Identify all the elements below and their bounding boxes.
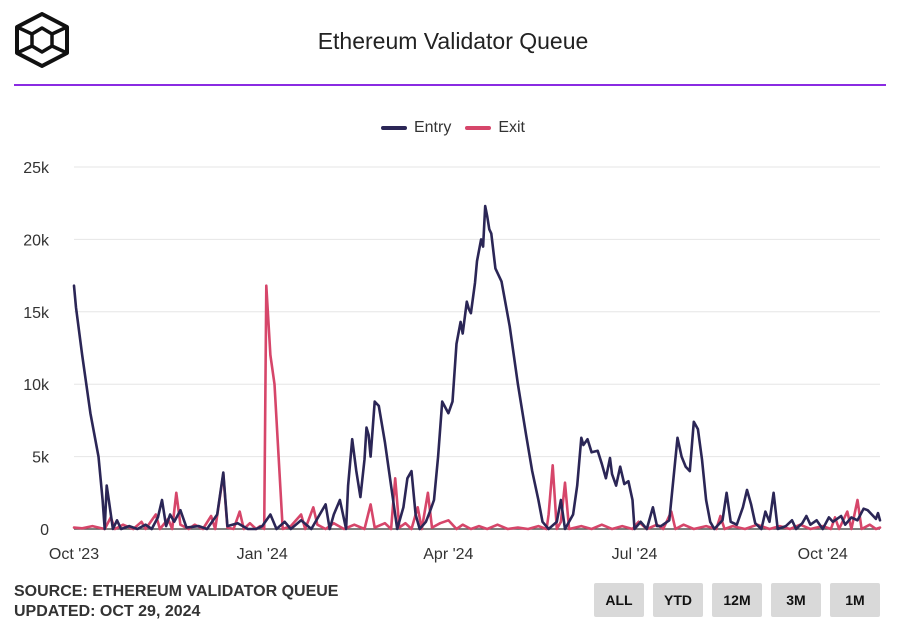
- y-tick-label: 10k: [23, 377, 50, 394]
- x-tick-label: Jul '24: [612, 546, 658, 563]
- chart-legend: Entry Exit: [0, 119, 906, 137]
- range-button-3m[interactable]: 3M: [771, 583, 821, 617]
- x-tick-label: Jan '24: [237, 546, 288, 563]
- range-buttons: ALL YTD 12M 3M 1M: [594, 583, 880, 617]
- footer: SOURCE: ETHEREUM VALIDATOR QUEUE UPDATED…: [14, 582, 338, 622]
- source-text: SOURCE: ETHEREUM VALIDATOR QUEUE: [14, 583, 339, 600]
- header: Ethereum Validator Queue: [0, 0, 906, 86]
- y-tick-label: 20k: [23, 232, 50, 249]
- the-block-logo-icon: [15, 12, 69, 68]
- legend-swatch-exit: [465, 126, 492, 130]
- range-button-all[interactable]: ALL: [594, 583, 644, 617]
- legend-item-entry[interactable]: Entry: [380, 119, 452, 137]
- legend-item-exit[interactable]: Exit: [465, 119, 525, 137]
- chart-title: Ethereum Validator Queue: [317, 28, 589, 54]
- title-divider: [14, 84, 886, 86]
- legend-swatch-entry: [380, 126, 407, 130]
- legend-label-entry: Entry: [413, 119, 452, 136]
- updated-text: UPDATED: OCT 29, 2024: [14, 603, 201, 620]
- range-button-1m[interactable]: 1M: [830, 583, 880, 617]
- series-line-exit: [72, 284, 882, 531]
- y-tick-label: 15k: [23, 305, 50, 322]
- legend-label-exit: Exit: [498, 119, 525, 136]
- range-button-12m[interactable]: 12M: [712, 583, 762, 617]
- series-line-entry: [72, 204, 882, 531]
- x-tick-label: Oct '24: [798, 546, 848, 563]
- y-tick-label: 5k: [32, 450, 50, 467]
- y-tick-label: 25k: [23, 160, 50, 177]
- range-button-ytd[interactable]: YTD: [653, 583, 703, 617]
- x-tick-label: Apr '24: [423, 546, 473, 563]
- x-tick-label: Oct '23: [49, 546, 99, 563]
- y-tick-label: 0: [40, 522, 49, 539]
- line-chart: 0 5k 10k 15k 20k 25k Oct '23 Jan '24 Apr '24 Jul …: [23, 160, 882, 563]
